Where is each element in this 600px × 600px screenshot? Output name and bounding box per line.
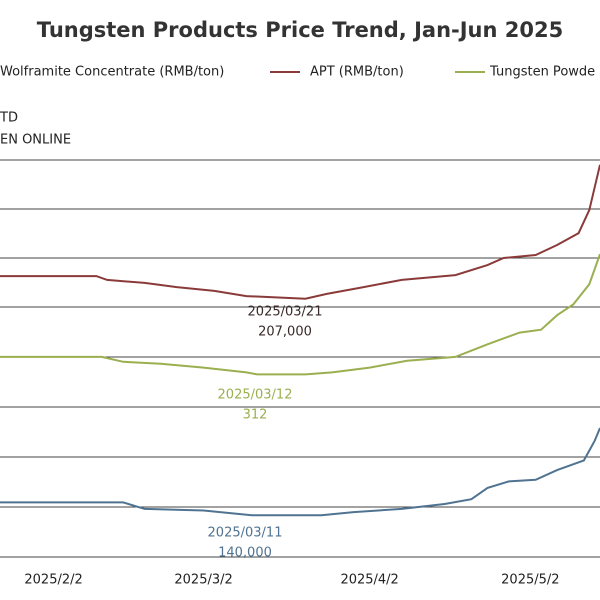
series-line [0, 253, 600, 376]
x-tick-label: 2025/3/2 [174, 573, 232, 588]
x-tick-label: 2025/2/2 [24, 573, 82, 588]
source-line: TD [0, 111, 18, 126]
legend-label: Tungsten Powde [489, 65, 595, 80]
annotation-value: 140,000 [218, 546, 272, 561]
chart-title: Tungsten Products Price Trend, Jan-Jun 2… [37, 18, 563, 42]
series-line [0, 427, 600, 517]
annotation-date: 2025/03/11 [208, 526, 283, 541]
annotation-value: 207,000 [258, 325, 312, 340]
x-tick-label: 2025/5/2 [501, 573, 559, 588]
annotation-date: 2025/03/21 [248, 305, 323, 320]
x-tick-label: 2025/4/2 [340, 573, 398, 588]
source-line: EN ONLINE [0, 133, 71, 148]
series-line [0, 164, 600, 300]
annotation-value: 312 [243, 408, 268, 423]
annotation-date: 2025/03/12 [218, 388, 293, 403]
legend-label: APT (RMB/ton) [310, 65, 404, 80]
legend-label: Wolframite Concentrate (RMB/ton) [0, 65, 224, 80]
